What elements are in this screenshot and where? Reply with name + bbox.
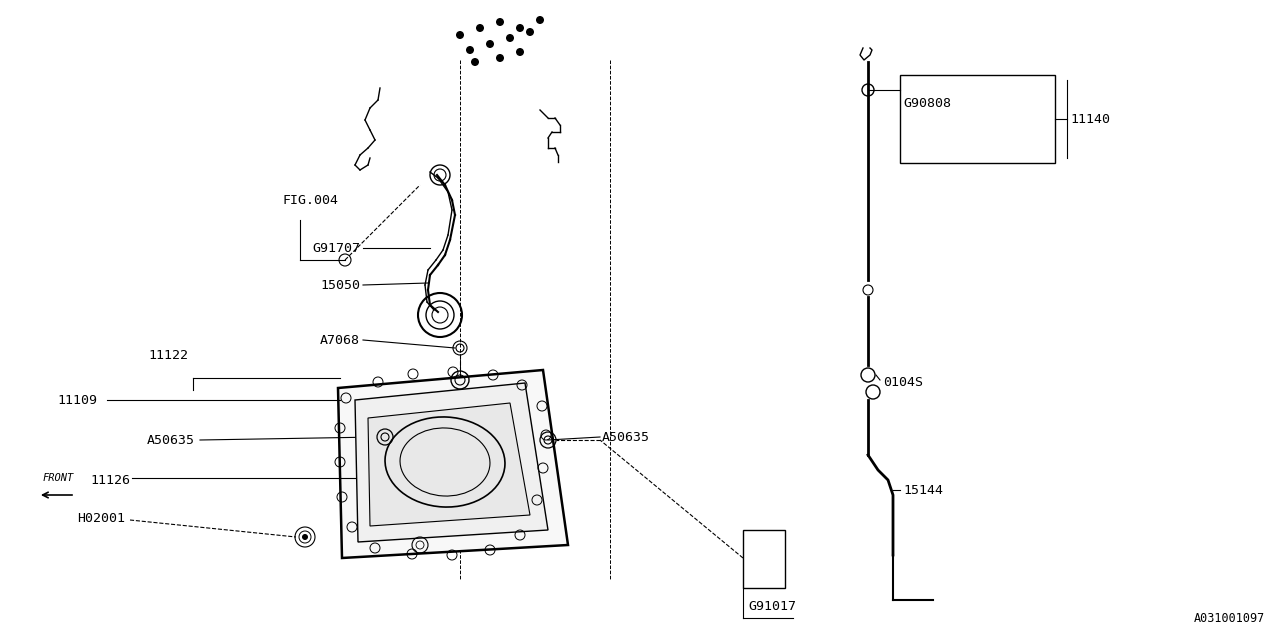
Circle shape (302, 534, 308, 540)
Text: H02001: H02001 (77, 511, 125, 525)
Circle shape (466, 46, 474, 54)
Circle shape (497, 18, 504, 26)
Polygon shape (369, 403, 530, 526)
Text: 11126: 11126 (90, 474, 131, 486)
Text: 11109: 11109 (58, 394, 97, 406)
Circle shape (536, 16, 544, 24)
Polygon shape (355, 383, 548, 542)
Bar (900, 75, 1055, 163)
Circle shape (486, 40, 494, 48)
Circle shape (516, 24, 524, 32)
Text: 11122: 11122 (148, 349, 188, 362)
Text: A50635: A50635 (147, 433, 195, 447)
Text: G90808: G90808 (902, 97, 951, 109)
Circle shape (516, 48, 524, 56)
Circle shape (526, 28, 534, 36)
Circle shape (456, 31, 465, 39)
Text: 11140: 11140 (1070, 113, 1110, 125)
Text: FRONT: FRONT (42, 473, 74, 483)
Circle shape (471, 58, 479, 66)
Text: FIG.004: FIG.004 (282, 193, 338, 207)
Text: A7068: A7068 (320, 333, 360, 346)
Text: G91707: G91707 (312, 241, 360, 255)
Text: G91017: G91017 (748, 600, 796, 613)
Text: A50635: A50635 (602, 431, 650, 444)
Circle shape (476, 24, 484, 32)
Circle shape (497, 54, 504, 62)
Text: 15144: 15144 (902, 483, 943, 497)
Text: A031001097: A031001097 (1194, 612, 1265, 625)
Circle shape (506, 34, 515, 42)
Bar (742, 530, 785, 588)
Text: 15050: 15050 (320, 278, 360, 291)
Polygon shape (338, 370, 568, 558)
Text: 0104S: 0104S (883, 376, 923, 388)
